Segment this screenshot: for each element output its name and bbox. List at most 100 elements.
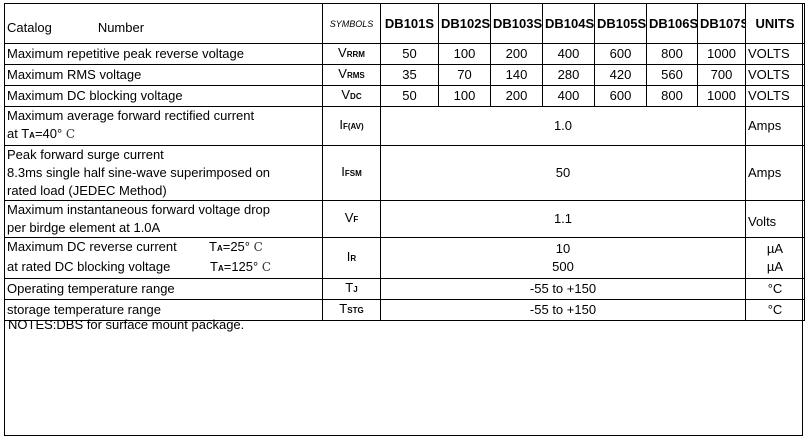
desc-line: per birdge element at 1.0A <box>7 220 161 235</box>
part-header: DB102S <box>438 3 491 44</box>
row-value: 200 <box>490 85 543 107</box>
row-value: 50 <box>380 145 746 201</box>
row-value: 200 <box>490 43 543 65</box>
row-value: 100 <box>438 85 491 107</box>
row-value: 100 <box>438 43 491 65</box>
symbol-sub: RRM <box>346 50 365 59</box>
cond-text: T <box>210 259 218 274</box>
table-row: Operating temperature range TJ -55 to +1… <box>4 278 805 300</box>
cond-unit: C <box>253 240 263 254</box>
symbol-main: V <box>338 66 347 81</box>
row-value: 1.0 <box>380 106 746 146</box>
catalog-number-header: Catalog Number <box>4 3 323 44</box>
desc-line: rated load (JEDEC Method) <box>7 183 167 198</box>
desc-line: Maximum instantaneous forward voltage dr… <box>7 202 271 217</box>
cond-unit: C <box>261 260 272 274</box>
symbol-main: V <box>338 45 347 60</box>
symbol-main: T <box>345 280 354 295</box>
row-value: 400 <box>542 85 595 107</box>
row-unit: µA µA <box>745 237 805 279</box>
row-desc: Maximum repetitive peak reverse voltage <box>4 43 323 65</box>
row-symbol: VRMS <box>322 64 381 86</box>
table-row: Peak forward surge current 8.3ms single h… <box>4 145 805 201</box>
row-unit: °C <box>745 278 805 300</box>
symbol-sub: R <box>350 254 357 263</box>
row-value: 50 <box>380 85 439 107</box>
symbols-header: SYMBOLS <box>322 3 381 44</box>
row-value: 600 <box>594 85 647 107</box>
header-row: Catalog Number SYMBOLS DB101S DB102S DB10… <box>4 3 805 44</box>
row-unit: °C <box>745 299 805 321</box>
part-header: DB103S <box>490 3 543 44</box>
ratings-table: Catalog Number SYMBOLS DB101S DB102S DB10… <box>4 3 805 321</box>
symbol-main: I <box>341 164 345 179</box>
catalog-label: Catalog <box>7 19 52 35</box>
row-value: 560 <box>646 64 698 86</box>
number-label: Number <box>97 19 145 35</box>
table-row: Maximum RMS voltage VRMS 35 70 140 280 4… <box>4 64 805 86</box>
row-unit: Amps <box>745 145 805 201</box>
unit-line: µA <box>766 241 784 256</box>
row-value: 140 <box>490 64 543 86</box>
desc-line: Peak forward surge current <box>7 147 164 162</box>
symbol-main: I <box>346 249 351 264</box>
row-symbol: IF(AV) <box>322 106 381 146</box>
desc-text: =40° <box>34 126 63 141</box>
row-value: 1.1 <box>380 200 746 238</box>
row-unit: VOLTS <box>745 43 805 65</box>
symbol-sub: J <box>353 285 358 294</box>
row-value: -55 to +150 <box>380 299 746 321</box>
desc-line: at TA=40° C <box>7 125 320 145</box>
cond-text: =25° <box>222 239 250 254</box>
row-desc: storage temperature range <box>4 299 323 321</box>
symbol-sub: STG <box>347 306 364 315</box>
desc-line: 8.3ms single half sine-wave superimposed… <box>7 165 271 180</box>
table-row: Maximum instantaneous forward voltage dr… <box>4 200 805 238</box>
cond-text: T <box>209 239 217 254</box>
row-value: 420 <box>594 64 647 86</box>
table-row: Maximum repetitive peak reverse voltage … <box>4 43 805 65</box>
row-symbol: TJ <box>322 278 381 300</box>
symbol-sub: RMS <box>346 71 365 80</box>
row-unit: Volts <box>745 200 805 238</box>
desc-line: at rated DC blocking voltage TA=125° C <box>7 258 320 278</box>
symbol-sub: FSM <box>344 169 362 178</box>
symbol-sub: F <box>353 215 359 224</box>
row-desc: Maximum RMS voltage <box>4 64 323 86</box>
part-header: DB106S <box>646 3 698 44</box>
row-desc: Maximum DC reverse current TA=25° C at ra… <box>4 237 323 279</box>
table-row: Maximum DC reverse current TA=25° C at ra… <box>4 237 805 279</box>
desc-line: Maximum average forward rectified curren… <box>7 108 255 123</box>
symbol-sub: DC <box>350 92 362 101</box>
row-value: 280 <box>542 64 595 86</box>
row-symbol: IFSM <box>322 145 381 201</box>
desc-text: at rated DC blocking voltage <box>7 259 171 274</box>
symbol-main: T <box>339 301 348 316</box>
cond-sub: A <box>216 244 223 253</box>
row-value: 50 <box>380 43 439 65</box>
symbol-main: I <box>339 117 343 132</box>
notes: NOTES:DBS for surface mount package. <box>8 317 245 332</box>
table-row: storage temperature range TSTG -55 to +1… <box>4 299 805 321</box>
row-unit: Amps <box>745 106 805 146</box>
desc-sub: A <box>29 131 35 140</box>
row-desc: Peak forward surge current 8.3ms single h… <box>4 145 323 201</box>
row-value: 1000 <box>697 43 746 65</box>
row-value: 600 <box>594 43 647 65</box>
row-desc: Maximum DC blocking voltage <box>4 85 323 107</box>
desc-text: Maximum DC reverse current <box>7 239 177 254</box>
units-header: UNITS <box>745 3 805 44</box>
row-desc: Operating temperature range <box>4 278 323 300</box>
unit-line: µA <box>766 259 784 274</box>
row-symbol: TSTG <box>322 299 381 321</box>
row-value: 10 500 <box>380 237 746 279</box>
row-value: 700 <box>697 64 746 86</box>
row-symbol: IR <box>322 237 381 279</box>
row-value: 400 <box>542 43 595 65</box>
row-unit: VOLTS <box>745 85 805 107</box>
part-header: DB101S <box>380 3 439 44</box>
row-value: 800 <box>646 85 698 107</box>
row-symbol: VRRM <box>322 43 381 65</box>
value-line: 10 <box>555 241 571 256</box>
row-desc: Maximum average forward rectified curren… <box>4 106 323 146</box>
